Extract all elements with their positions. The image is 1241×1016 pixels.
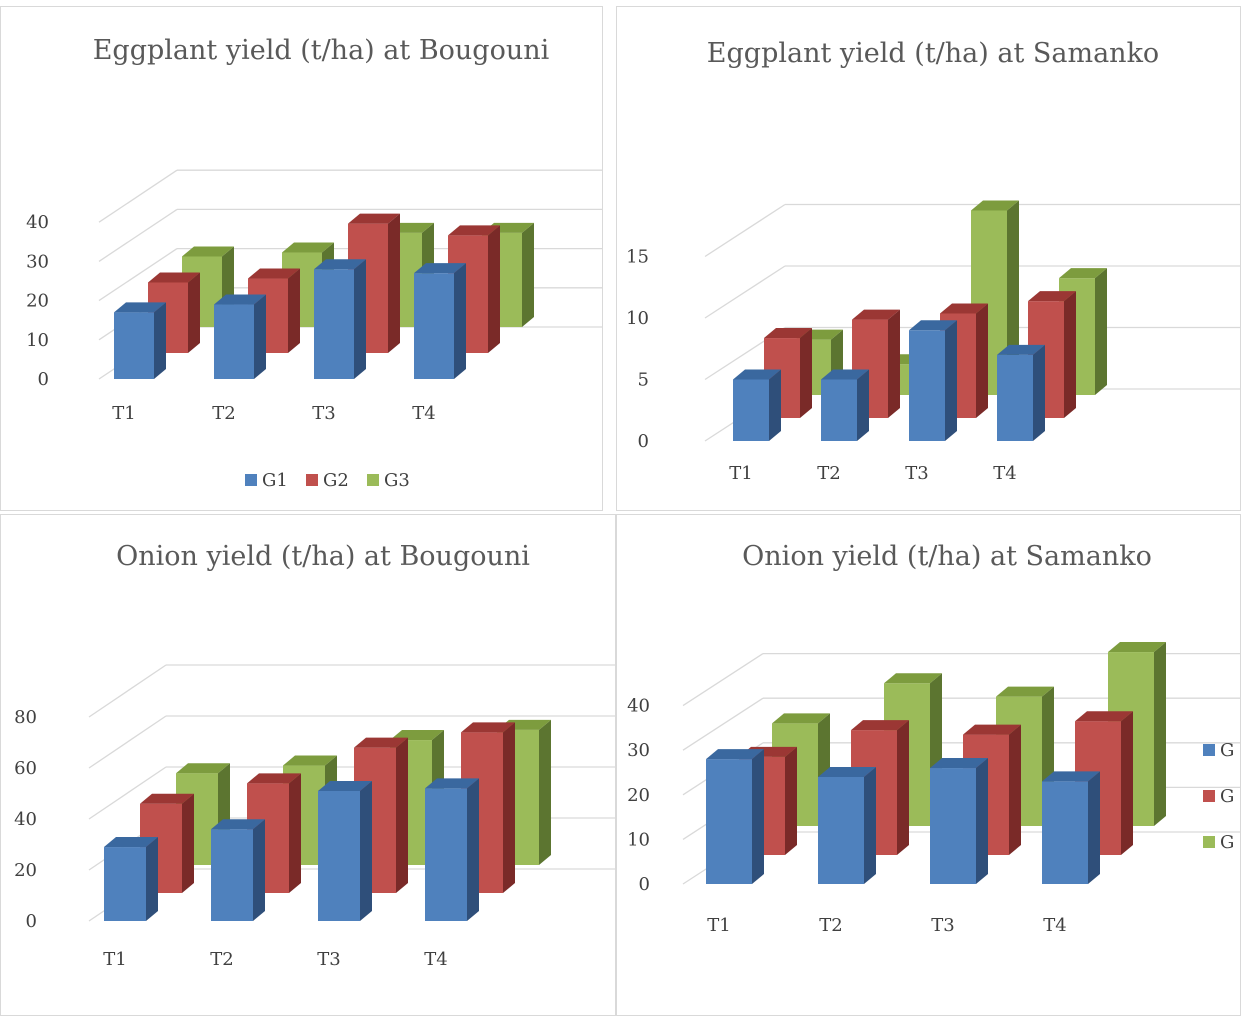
bar xyxy=(1028,291,1076,418)
gridline-side xyxy=(704,203,786,258)
bar xyxy=(733,369,781,441)
y-tick-label: 0 xyxy=(639,874,650,895)
y-tick-label: 20 xyxy=(14,860,37,881)
y-tick-label: 0 xyxy=(38,369,49,390)
bar xyxy=(104,837,158,921)
chart-panel-onion-bougouni: Onion yield (t/ha) at Bougouni 0 20 40 60 80 T… xyxy=(0,514,616,1016)
y-tick-label: 20 xyxy=(26,291,49,312)
bar xyxy=(314,259,366,379)
y-tick-label: 30 xyxy=(627,740,650,761)
y-tick-label: 30 xyxy=(26,251,49,272)
chart-title: Eggplant yield (t/ha) at Samanko xyxy=(707,38,1159,69)
y-tick-label: 40 xyxy=(26,212,49,233)
x-tick-label: T4 xyxy=(412,403,435,424)
gridline-side xyxy=(88,664,167,718)
legend-label: G xyxy=(1220,786,1234,807)
bar xyxy=(909,320,957,441)
legend-swatch xyxy=(306,474,318,486)
bar xyxy=(818,766,876,884)
x-tick-label: T1 xyxy=(112,403,135,424)
legend-swatch xyxy=(1203,836,1215,848)
y-tick-label: 10 xyxy=(26,330,49,351)
gridline-side xyxy=(682,697,764,751)
x-tick-label: T2 xyxy=(210,949,233,970)
chart-eggplant-bougouni: Eggplant yield (t/ha) at Bougouni 0 10 20 30… xyxy=(26,35,602,491)
bar xyxy=(214,294,266,379)
x-tick-label: T1 xyxy=(707,915,730,936)
bar xyxy=(1042,771,1100,884)
x-tick-label: T4 xyxy=(993,463,1016,484)
bar xyxy=(852,309,900,418)
y-tick-label: 40 xyxy=(14,809,37,830)
x-tick-label: T1 xyxy=(729,463,752,484)
y-tick-label: 0 xyxy=(638,431,649,452)
gridline-side xyxy=(88,766,167,820)
y-tick-label: 60 xyxy=(14,758,37,779)
y-tick-label: 10 xyxy=(626,308,649,329)
bar xyxy=(997,344,1045,441)
y-tick-label: 20 xyxy=(627,785,650,806)
bar xyxy=(114,302,166,379)
chart-title: Eggplant yield (t/ha) at Bougouni xyxy=(93,35,550,66)
x-tick-label: T3 xyxy=(931,915,954,936)
y-tick-label: 10 xyxy=(627,829,650,850)
gridline-side xyxy=(98,248,178,302)
bar xyxy=(425,778,479,921)
x-tick-label: T3 xyxy=(905,463,928,484)
legend-swatch xyxy=(245,474,257,486)
gridline-side xyxy=(704,265,786,319)
bar xyxy=(821,369,869,441)
bar xyxy=(706,749,764,884)
chart-title: Onion yield (t/ha) at Samanko xyxy=(742,541,1152,572)
chart-title: Onion yield (t/ha) at Bougouni xyxy=(116,541,530,572)
legend-label: G xyxy=(1220,832,1234,853)
x-tick-label: T2 xyxy=(817,463,840,484)
chart-onion-samanko: Onion yield (t/ha) at Samanko 0 10 20 30 40 T1… xyxy=(627,541,1240,936)
legend-swatch xyxy=(1203,790,1215,802)
gridline-side xyxy=(98,208,178,262)
x-tick-label: T1 xyxy=(103,949,126,970)
legend-label: G2 xyxy=(323,470,349,491)
x-tick-label: T4 xyxy=(424,949,447,970)
legend-label: G xyxy=(1220,740,1234,761)
gridline-side xyxy=(682,653,764,707)
bar xyxy=(211,819,265,921)
bar xyxy=(318,780,372,921)
legend-label: G1 xyxy=(262,470,288,491)
legend-label: G3 xyxy=(384,470,410,491)
chart-eggplant-samanko: Eggplant yield (t/ha) at Samanko 0 5 10 15 T1… xyxy=(626,38,1240,484)
y-tick-label: 5 xyxy=(638,370,649,391)
x-tick-label: T2 xyxy=(212,403,235,424)
bar xyxy=(148,272,200,353)
bar xyxy=(930,758,988,884)
chart-panel-eggplant-samanko: Eggplant yield (t/ha) at Samanko 0 5 10 15 T1… xyxy=(616,6,1241,511)
x-tick-label: T3 xyxy=(317,949,340,970)
y-tick-label: 80 xyxy=(14,707,37,728)
y-tick-label: 15 xyxy=(626,247,649,268)
chart-panel-eggplant-bougouni: Eggplant yield (t/ha) at Bougouni 0 10 20 30… xyxy=(0,6,603,511)
chart-onion-bougouni: Onion yield (t/ha) at Bougouni 0 20 40 60 80 T… xyxy=(14,541,615,970)
x-tick-label: T3 xyxy=(312,403,335,424)
bar xyxy=(414,263,466,379)
gridline-side xyxy=(88,715,167,769)
x-tick-label: T4 xyxy=(1043,915,1066,936)
y-tick-label: 40 xyxy=(627,696,650,717)
legend-swatch xyxy=(1203,744,1215,756)
chart-panel-onion-samanko: Onion yield (t/ha) at Samanko 0 10 20 30 40 T1… xyxy=(616,514,1241,1016)
y-tick-label: 0 xyxy=(26,911,37,932)
x-tick-label: T2 xyxy=(819,915,842,936)
gridline-side xyxy=(98,169,178,223)
legend-swatch xyxy=(367,474,379,486)
